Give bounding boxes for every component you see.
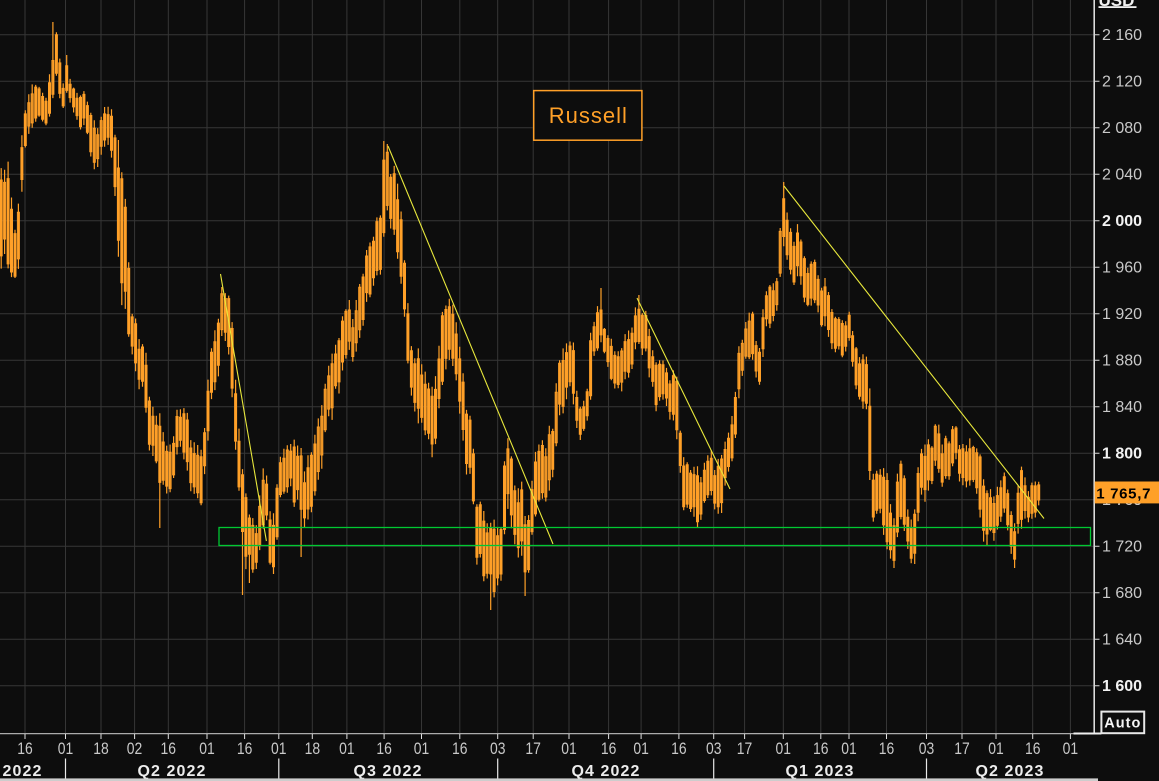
svg-text:1 920: 1 920 [1102,306,1142,323]
svg-text:USD: USD [1099,0,1135,10]
svg-text:17: 17 [954,740,969,759]
svg-text:1 640: 1 640 [1102,632,1142,649]
svg-text:1 800: 1 800 [1102,446,1142,463]
svg-text:01: 01 [561,740,576,759]
svg-text:16: 16 [813,740,828,759]
svg-text:18: 18 [93,740,108,759]
svg-text:2 120: 2 120 [1102,74,1142,91]
svg-text:Russell: Russell [549,103,628,128]
svg-text:01: 01 [841,740,856,759]
svg-text:03: 03 [490,740,505,759]
svg-text:17: 17 [737,740,752,759]
svg-text:Auto: Auto [1104,716,1141,732]
svg-text:16: 16 [237,740,252,759]
svg-text:Q1 2023: Q1 2023 [785,763,854,780]
svg-text:1 680: 1 680 [1102,585,1142,602]
svg-text:Q4 2022: Q4 2022 [571,763,640,780]
svg-text:1 840: 1 840 [1102,399,1142,416]
svg-text:Q2 2023: Q2 2023 [975,763,1044,780]
svg-text:01: 01 [199,740,214,759]
svg-text:Q2 2022: Q2 2022 [137,763,206,780]
svg-text:2 040: 2 040 [1102,167,1142,184]
svg-text:03: 03 [706,740,721,759]
svg-text:18: 18 [305,740,320,759]
svg-text:01: 01 [633,740,648,759]
svg-text:1 960: 1 960 [1102,260,1142,277]
svg-text:Q1 2022: Q1 2022 [0,763,43,780]
svg-text:02: 02 [127,740,142,759]
svg-text:16: 16 [601,740,616,759]
svg-text:01: 01 [58,740,73,759]
svg-text:17: 17 [525,740,540,759]
svg-text:16: 16 [376,740,391,759]
svg-text:01: 01 [339,740,354,759]
svg-text:16: 16 [671,740,686,759]
svg-text:16: 16 [17,740,32,759]
svg-text:16: 16 [879,740,894,759]
svg-text:16: 16 [1025,740,1040,759]
svg-text:2 000: 2 000 [1102,213,1142,230]
svg-text:1 765,7: 1 765,7 [1096,486,1151,503]
svg-text:Q3 2022: Q3 2022 [353,763,422,780]
svg-text:2 160: 2 160 [1102,27,1142,44]
svg-text:01: 01 [988,740,1003,759]
svg-text:01: 01 [776,740,791,759]
svg-text:01: 01 [414,740,429,759]
svg-text:1 720: 1 720 [1102,539,1142,556]
svg-text:16: 16 [452,740,467,759]
svg-text:01: 01 [271,740,286,759]
svg-text:03: 03 [919,740,934,759]
svg-text:1 600: 1 600 [1102,678,1142,695]
svg-text:2 080: 2 080 [1102,120,1142,137]
svg-text:1 880: 1 880 [1102,353,1142,370]
svg-text:01: 01 [1063,740,1078,759]
svg-text:16: 16 [161,740,176,759]
